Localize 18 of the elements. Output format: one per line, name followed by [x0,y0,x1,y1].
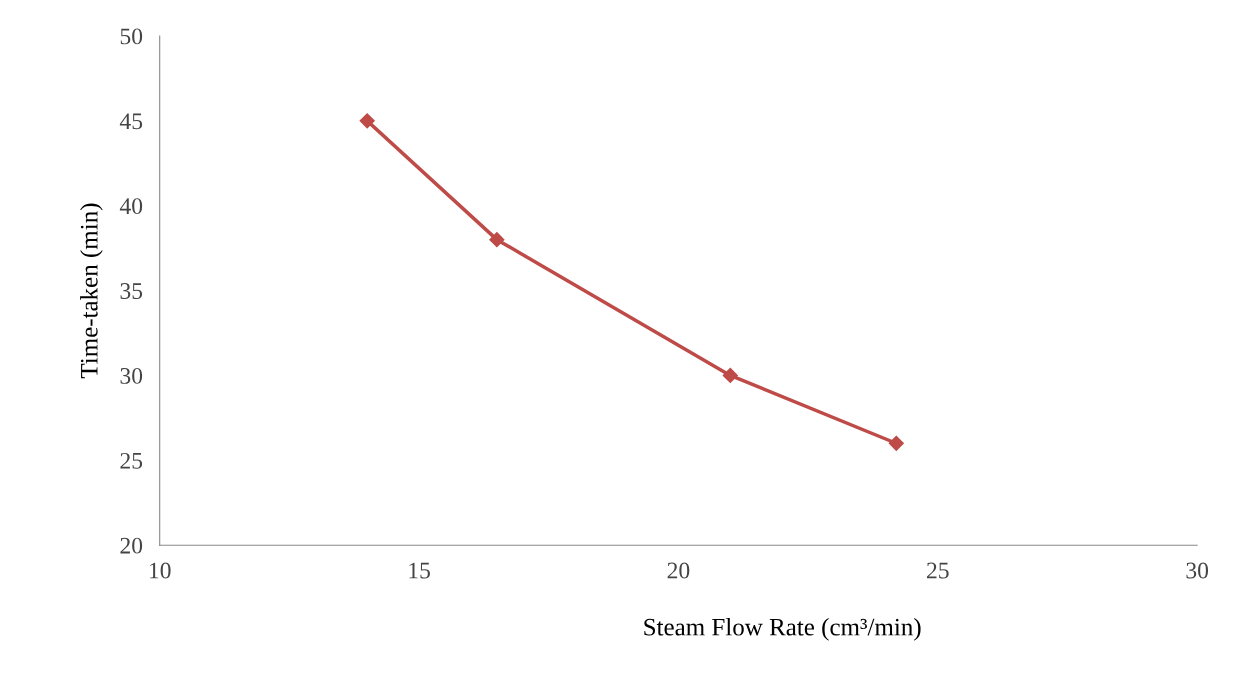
y-tick-label: 45 [119,113,143,130]
point [489,232,505,248]
y-tick-label: 50 [120,28,143,45]
point [359,113,375,129]
x-tick-label: 25 [927,562,949,579]
y-tick-label: 35 [120,283,143,299]
y-tick-label: 40 [119,198,143,215]
x-tick-label: 30 [1186,562,1209,579]
y-tick-label: 25 [120,452,143,469]
point [722,367,738,384]
y-tick-label: 20 [120,537,143,554]
y-axis-title: Time-taken (min) [80,203,103,379]
point [888,435,904,451]
x-tick-label: 10 [149,562,171,579]
x-tick-label: 20 [667,562,690,579]
x-axis-title: Steam Flow Rate (cm³/min) [644,618,921,641]
x-tick-label: 15 [409,562,430,579]
y-tick-label: 30 [120,367,143,384]
